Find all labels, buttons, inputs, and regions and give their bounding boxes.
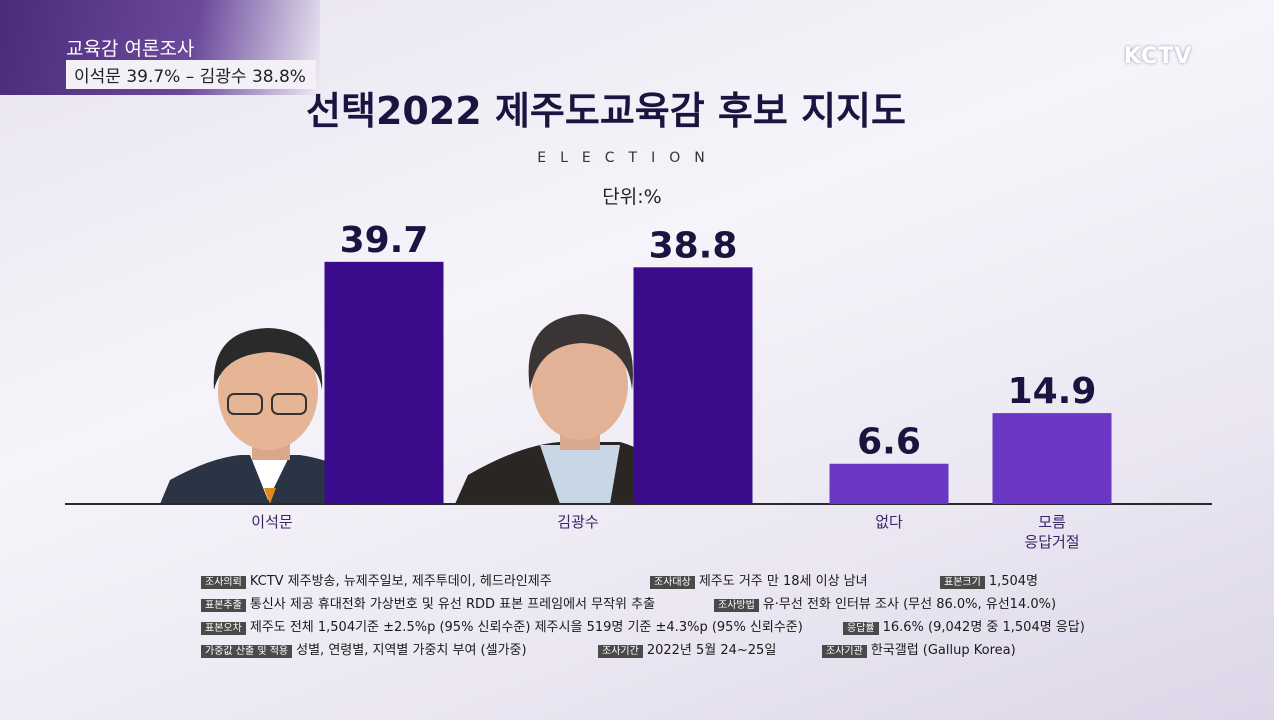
note-item: 가중값 산출 및 적용 성별, 연령별, 지역별 가중치 부여 (셀가중) <box>201 639 527 658</box>
note-item: 조사기관 한국갤럽 (Gallup Korea) <box>822 639 1016 658</box>
category-label: 모름 응답거절 <box>1024 513 1080 551</box>
note-text: 유·무선 전화 인터뷰 조사 (무선 86.0%, 유선14.0%) <box>762 597 1057 612</box>
note-text: 한국갤럽 (Gallup Korea) <box>870 643 1016 658</box>
note-label: 조사기관 <box>822 645 867 658</box>
note-text: 16.6% (9,042명 중 1,504명 응답) <box>882 620 1085 635</box>
chart-title: 선택2022 제주도교육감 후보 지지도 <box>306 89 906 133</box>
chart-subtitle: ELECTION <box>537 150 718 166</box>
note-item: 표본추출 통신사 제공 휴대전화 가상번호 및 유선 RDD 표본 프레임에서 무… <box>201 593 655 612</box>
banner-subtitle: 이석문 39.7% – 김광수 38.8% <box>66 60 316 89</box>
category-label: 김광수 <box>557 513 599 531</box>
note-item: 조사기간 2022년 5월 24~25일 <box>598 639 776 658</box>
note-label: 표본추출 <box>201 599 246 612</box>
value-label: 6.6 <box>857 422 921 463</box>
note-item: 표본크기 1,504명 <box>940 570 1038 589</box>
note-item: 조사방법 유·무선 전화 인터뷰 조사 (무선 86.0%, 유선14.0%) <box>714 593 1056 612</box>
candidate-photo <box>160 328 372 504</box>
note-text: 제주도 전체 1,504기준 ±2.5%p (95% 신뢰수준) 제주시을 51… <box>249 620 803 635</box>
note-text: 1,504명 <box>988 574 1038 589</box>
note-text: KCTV 제주방송, 뉴제주일보, 제주투데이, 헤드라인제주 <box>249 574 552 589</box>
bar <box>324 261 444 504</box>
bar <box>633 267 753 504</box>
value-label: 38.8 <box>649 225 738 266</box>
note-text: 2022년 5월 24~25일 <box>646 643 777 658</box>
unit-label: 단위:% <box>602 186 661 208</box>
note-label: 표본크기 <box>940 576 985 589</box>
category-label: 이석문 <box>251 513 293 531</box>
note-label: 조사방법 <box>714 599 759 612</box>
note-label: 조사대상 <box>650 576 695 589</box>
value-label: 14.9 <box>1008 371 1097 412</box>
note-text: 통신사 제공 휴대전화 가상번호 및 유선 RDD 표본 프레임에서 무작위 추… <box>249 597 656 612</box>
candidate-photo <box>455 314 668 504</box>
category-label: 없다 <box>875 513 903 531</box>
note-label: 표본오차 <box>201 622 246 635</box>
note-text: 성별, 연령별, 지역별 가중치 부여 (셀가중) <box>296 643 527 658</box>
value-label: 39.7 <box>340 220 429 261</box>
note-item: 조사대상 제주도 거주 만 18세 이상 남녀 <box>650 570 868 589</box>
bar <box>992 413 1112 504</box>
note-label: 가중값 산출 및 적용 <box>201 645 293 658</box>
banner-title: 교육감 여론조사 <box>66 38 195 60</box>
note-item: 응답률 16.6% (9,042명 중 1,504명 응답) <box>843 616 1085 635</box>
note-text: 제주도 거주 만 18세 이상 남녀 <box>698 574 868 589</box>
note-label: 조사의뢰 <box>201 576 246 589</box>
note-item: 조사의뢰 KCTV 제주방송, 뉴제주일보, 제주투데이, 헤드라인제주 <box>201 570 552 589</box>
logo: KCTV <box>1124 44 1193 69</box>
bar <box>829 463 949 504</box>
note-label: 응답률 <box>843 622 879 635</box>
note-item: 표본오차 제주도 전체 1,504기준 ±2.5%p (95% 신뢰수준) 제주시… <box>201 616 803 635</box>
note-label: 조사기간 <box>598 645 643 658</box>
